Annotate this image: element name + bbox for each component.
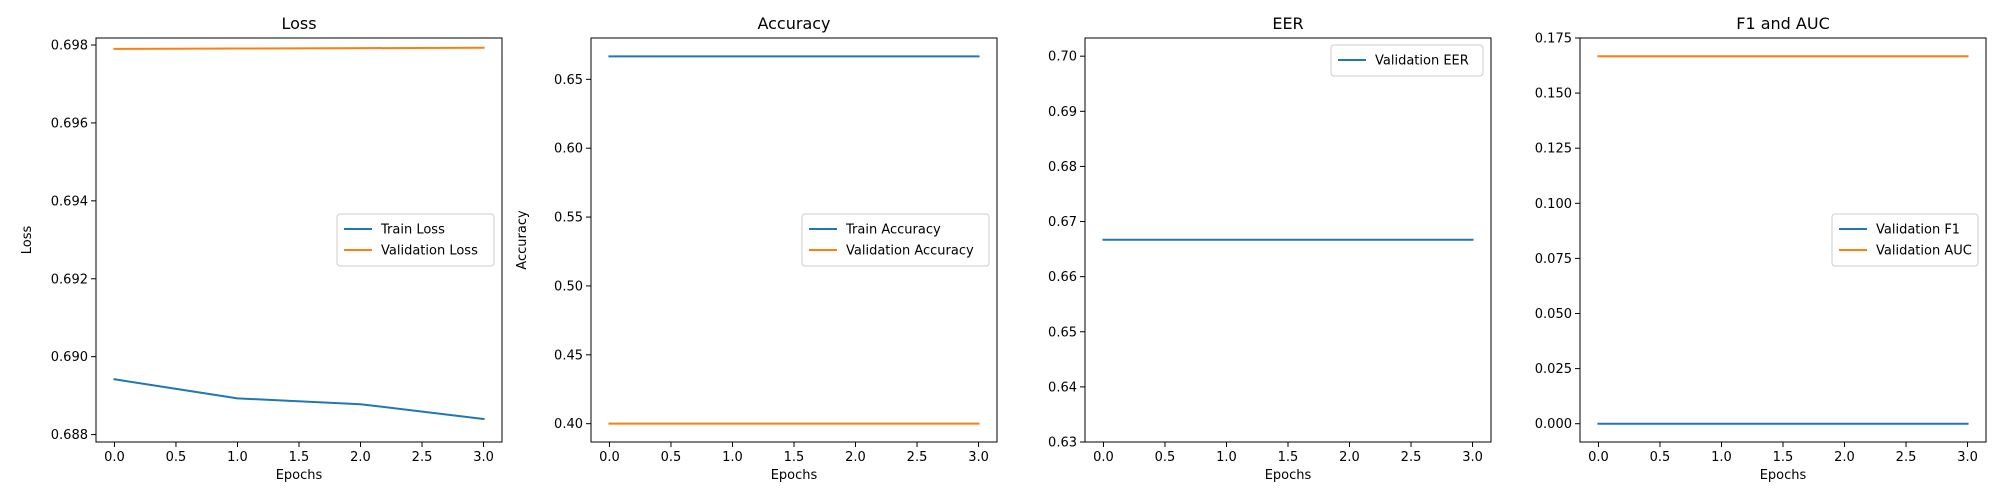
y-tick-label: 0.075 xyxy=(1535,252,1572,267)
legend: Train Loss Validation Loss xyxy=(336,213,495,267)
subplot-3: 0.0 0.5 1.0 1.5 2.0 2.5 3.0 0.63 0.64 0.65 0.66 0.6… xyxy=(1048,14,1492,483)
x-axis-label: Epochs xyxy=(1760,468,1807,483)
y-tick-label: 0.40 xyxy=(554,417,583,432)
x-tick-label: 1.5 xyxy=(289,450,310,465)
legend-entry: Validation EER xyxy=(1375,54,1469,69)
legend-box xyxy=(801,213,990,267)
y-tick-label: 0.050 xyxy=(1535,307,1572,322)
subplot-1: 0.0 0.5 1.0 1.5 2.0 2.5 3.0 0.688 0.690 0.692 0.69… xyxy=(20,14,503,483)
x-tick-label: 0.0 xyxy=(1093,450,1114,465)
x-tick-label: 0.5 xyxy=(661,450,682,465)
y-tick-label: 0.67 xyxy=(1048,215,1077,230)
x-tick-label: 1.0 xyxy=(722,450,743,465)
y-tick-label: 0.68 xyxy=(1048,160,1077,175)
y-tick-label: 0.100 xyxy=(1535,197,1572,212)
x-tick-label: 0.0 xyxy=(599,450,620,465)
series-line-1 xyxy=(113,378,485,421)
x-tick-label: 3.0 xyxy=(473,450,494,465)
y-tick-label: 0.125 xyxy=(1535,142,1572,157)
legend: Validation EER xyxy=(1330,44,1484,77)
y-tick-label: 0.63 xyxy=(1048,436,1077,451)
x-tick-label: 0.0 xyxy=(1588,450,1609,465)
chart-title: EER xyxy=(1272,14,1303,33)
legend-box xyxy=(336,213,495,267)
y-tick-label: 0.025 xyxy=(1535,362,1572,377)
x-tick-label: 1.0 xyxy=(227,450,248,465)
y-tick-label: 0.69 xyxy=(1048,105,1077,120)
x-tick-label: 2.5 xyxy=(412,450,433,465)
chart-title: Accuracy xyxy=(757,14,830,33)
x-axis-label: Epochs xyxy=(276,468,323,483)
y-tick-label: 0.65 xyxy=(1048,325,1077,340)
x-tick-label: 1.5 xyxy=(784,450,805,465)
x-tick-label: 2.0 xyxy=(350,450,371,465)
x-axis-label: Epochs xyxy=(1265,468,1312,483)
legend: Train Accuracy Validation Accuracy xyxy=(801,213,990,267)
chart-title: F1 and AUC xyxy=(1736,14,1829,33)
y-tick-label: 0.175 xyxy=(1535,32,1572,47)
y-axis-label: Loss xyxy=(20,226,35,255)
y-tick-label: 0.694 xyxy=(51,194,88,209)
legend-entry: Validation Loss xyxy=(381,244,478,259)
y-tick-label: 0.64 xyxy=(1048,380,1077,395)
chart-title: Loss xyxy=(281,14,316,33)
x-tick-label: 2.0 xyxy=(1834,450,1855,465)
y-tick-label: 0.66 xyxy=(1048,270,1077,285)
legend-entry: Validation Accuracy xyxy=(846,244,974,259)
x-tick-label: 0.5 xyxy=(1155,450,1176,465)
y-tick-label: 0.150 xyxy=(1535,87,1572,102)
x-tick-label: 3.0 xyxy=(968,450,989,465)
subplot-2: 0.0 0.5 1.0 1.5 2.0 2.5 3.0 0.40 0.45 0.50 0.55 0.6… xyxy=(515,14,998,483)
y-tick-label: 0.692 xyxy=(51,272,88,287)
x-tick-label: 2.0 xyxy=(1339,450,1360,465)
legend-entry: Validation F1 xyxy=(1876,223,1960,238)
x-tick-label: 2.5 xyxy=(1401,450,1422,465)
y-tick-label: 0.688 xyxy=(51,428,88,443)
x-tick-label: 1.5 xyxy=(1773,450,1794,465)
legend-box xyxy=(1831,213,1979,267)
x-axis-label: Epochs xyxy=(771,468,818,483)
x-tick-label: 0.0 xyxy=(104,450,125,465)
subplot-4: 0.0 0.5 1.0 1.5 2.0 2.5 3.0 0.000 0.025 0.050 0.07… xyxy=(1535,14,1987,483)
legend-box xyxy=(1330,44,1484,77)
x-tick-label: 2.0 xyxy=(845,450,866,465)
y-tick-label: 0.000 xyxy=(1535,417,1572,432)
x-tick-label: 0.5 xyxy=(166,450,187,465)
y-tick-label: 0.45 xyxy=(554,348,583,363)
x-tick-label: 3.0 xyxy=(1462,450,1483,465)
y-tick-label: 0.70 xyxy=(1048,50,1077,65)
y-tick-label: 0.690 xyxy=(51,350,88,365)
y-tick-label: 0.698 xyxy=(51,39,88,54)
x-tick-label: 1.5 xyxy=(1278,450,1299,465)
x-tick-label: 3.0 xyxy=(1957,450,1978,465)
legend: Validation F1 Validation AUC xyxy=(1831,213,1979,267)
y-tick-label: 0.60 xyxy=(554,142,583,157)
y-tick-label: 0.65 xyxy=(554,73,583,88)
x-tick-label: 0.5 xyxy=(1650,450,1671,465)
y-tick-label: 0.55 xyxy=(554,211,583,226)
y-tick-label: 0.50 xyxy=(554,279,583,294)
series-line-2 xyxy=(113,46,485,50)
legend-entry: Train Loss xyxy=(380,223,445,238)
x-tick-label: 1.0 xyxy=(1216,450,1237,465)
x-tick-label: 2.5 xyxy=(1896,450,1917,465)
legend-entry: Train Accuracy xyxy=(845,223,941,238)
y-tick-label: 0.696 xyxy=(51,116,88,131)
x-tick-label: 1.0 xyxy=(1711,450,1732,465)
x-tick-label: 2.5 xyxy=(907,450,928,465)
legend-entry: Validation AUC xyxy=(1876,244,1972,259)
y-axis-label: Accuracy xyxy=(515,210,530,270)
